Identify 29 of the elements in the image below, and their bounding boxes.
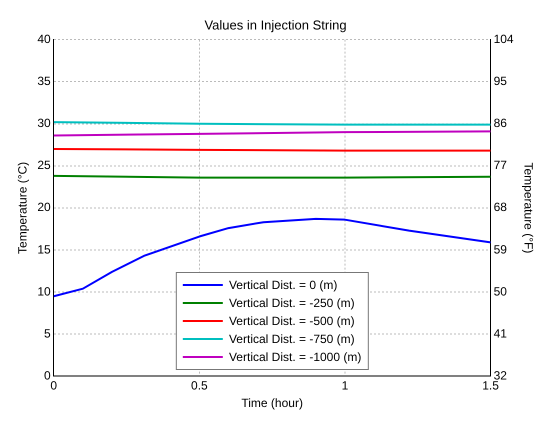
legend-label: Vertical Dist. = -250 (m) [228, 296, 355, 310]
y2-tick-label: 95 [494, 74, 508, 88]
x-tick-label: 1 [342, 378, 349, 393]
y2-tick-label: 41 [494, 326, 508, 340]
y2-tick-label: 104 [494, 32, 514, 46]
x-tick-label: 1.5 [482, 378, 500, 393]
y-tick-label: 25 [37, 158, 52, 172]
y2-tick-label: 50 [494, 284, 508, 298]
y2-tick-label: 59 [494, 242, 508, 256]
legend-label: Vertical Dist. = -750 (m) [228, 332, 355, 346]
y-axis-title: Temperature (°C) [16, 162, 30, 254]
legend-label: Vertical Dist. = -500 (m) [228, 314, 355, 328]
y2-tick-label: 68 [494, 200, 508, 214]
chart-title: Values in Injection String [204, 17, 347, 32]
y2-tick-label: 86 [494, 116, 508, 130]
y-tick-label: 10 [37, 284, 52, 298]
y-tick-label: 20 [37, 200, 52, 214]
y-tick-label: 5 [44, 326, 52, 340]
legend-label: Vertical Dist. = -1000 (m) [228, 350, 362, 364]
y-tick-label: 15 [37, 242, 52, 256]
legend-label: Vertical Dist. = 0 (m) [228, 278, 338, 292]
y-tick-label: 40 [37, 32, 52, 46]
y-tick-label: 0 [44, 368, 52, 383]
y2-axis-title: Temperature (°F) [521, 162, 536, 254]
y-tick-label: 30 [37, 116, 52, 130]
x-axis-title: Time (hour) [241, 396, 303, 410]
y2-tick-label: 77 [494, 158, 508, 172]
y-tick-label: 35 [37, 74, 52, 88]
x-tick-label: 0.5 [191, 378, 208, 393]
